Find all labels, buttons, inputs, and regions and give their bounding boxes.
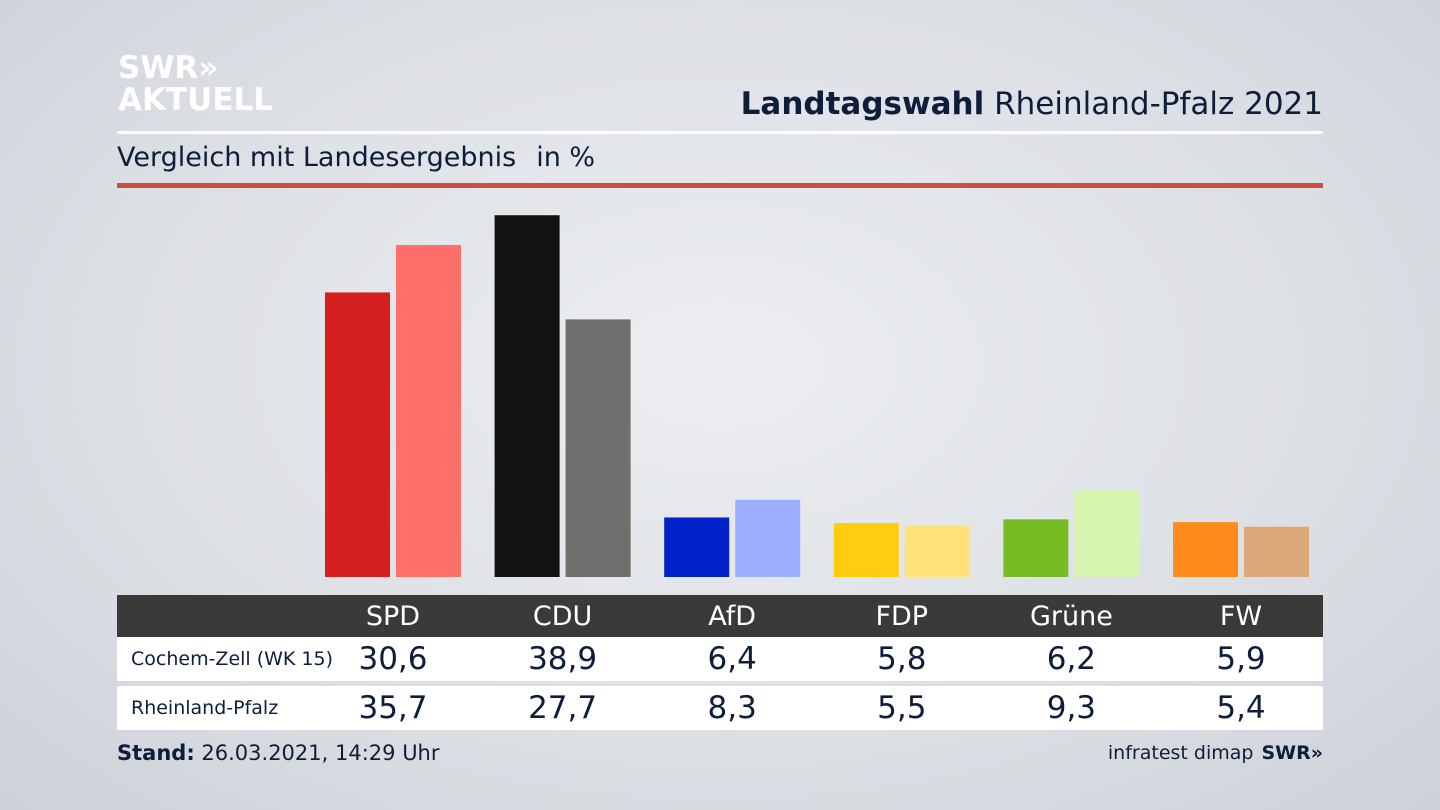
bar-grne-series-2: [1074, 490, 1140, 577]
value-label: 9,3: [1046, 690, 1097, 726]
category-label: AfD: [708, 600, 757, 632]
footer-stand: Stand: 26.03.2021, 14:29 Uhr: [117, 741, 440, 765]
table-row: Cochem-Zell (WK 15) 30,6 38,9 6,4 5,8 6,2 5,9: [117, 637, 1323, 681]
chart-subtitle: Vergleich mit Landesergebnis in %: [117, 142, 595, 173]
subtitle-text: Vergleich mit Landesergebnis: [117, 142, 517, 173]
value-label: 38,9: [528, 641, 598, 677]
category-label: SPD: [365, 600, 421, 632]
bar-grne-series-1: [1003, 519, 1069, 577]
bar-fw-series-2: [1244, 526, 1309, 577]
logo-line-2: AKTUELL: [118, 82, 274, 118]
logo-line-1: SWR»: [118, 50, 219, 86]
table-header: SPD CDU AfD FDP Grüne FW: [117, 595, 1323, 637]
row-label: Rheinland-Pfalz: [131, 697, 279, 719]
value-label: 6,4: [707, 641, 757, 677]
value-label: 27,7: [528, 690, 598, 726]
row-label: Cochem-Zell (WK 15): [131, 648, 334, 670]
stand-value: 26.03.2021, 14:29 Uhr: [201, 741, 440, 765]
bar-afd-series-1: [664, 517, 730, 577]
bar-cdu-series-1: [494, 215, 560, 578]
source-text: infratest dimap: [1107, 742, 1254, 764]
header-divider: [117, 131, 1323, 134]
category-label: FW: [1219, 600, 1263, 632]
bar-fdp-series-2: [904, 525, 970, 577]
footer-logo: SWR»: [1261, 742, 1323, 764]
title-rest: Rheinland-Pfalz 2021: [994, 86, 1323, 122]
value-label: 5,9: [1216, 641, 1266, 677]
stand-label: Stand:: [117, 741, 195, 765]
value-label: 6,2: [1046, 641, 1097, 677]
unit-label: in %: [536, 142, 596, 173]
value-label: 30,6: [358, 641, 428, 677]
page-title: Landtagswahl Rheinland-Pfalz 2021: [741, 86, 1323, 122]
bar-fdp-series-1: [833, 523, 899, 577]
table-row: Rheinland-Pfalz 35,7 27,7 8,3 5,5 9,3 5,4: [117, 686, 1323, 730]
bar-afd-series-2: [735, 499, 801, 577]
category-label: CDU: [532, 600, 593, 632]
value-label: 5,5: [877, 690, 927, 726]
value-label: 5,4: [1216, 690, 1266, 726]
bar-fw-series-1: [1173, 522, 1238, 577]
footer-source: infratest dimap SWR»: [1108, 742, 1323, 764]
swr-aktuell-logo: SWR» AKTUELL: [118, 52, 273, 116]
title-bold: Landtagswahl: [740, 86, 985, 122]
results-table: SPD CDU AfD FDP Grüne FW Cochem-Zell (WK 15) …: [117, 595, 1323, 730]
value-label: 35,7: [358, 690, 428, 726]
category-label: Grüne: [1029, 600, 1113, 632]
bar-spd-series-2: [396, 244, 461, 578]
value-label: 8,3: [707, 690, 757, 726]
value-label: 5,8: [877, 641, 927, 677]
bar-spd-series-1: [325, 292, 390, 577]
bar-cdu-series-2: [565, 319, 631, 577]
category-label: FDP: [875, 600, 929, 632]
accent-divider: [117, 183, 1323, 188]
